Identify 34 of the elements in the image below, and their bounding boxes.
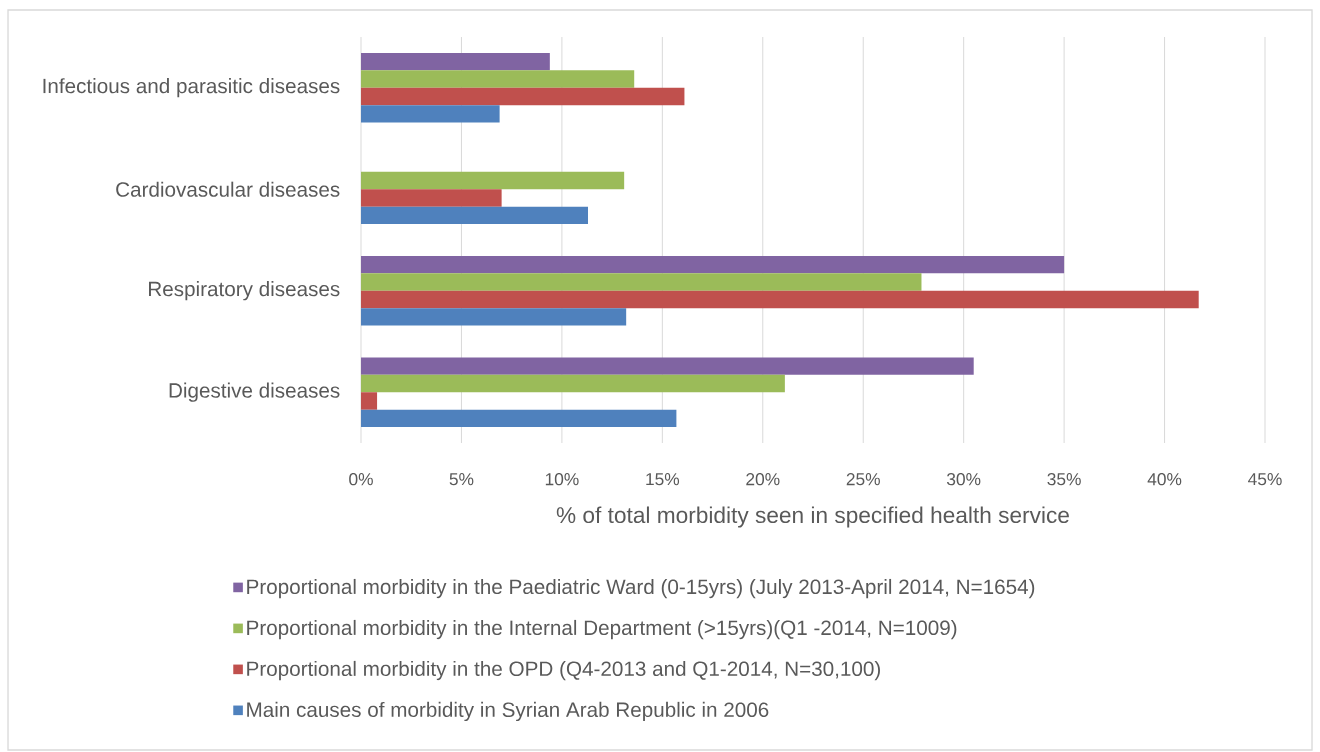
bar	[361, 308, 627, 326]
bar	[361, 392, 378, 410]
y-tick-label: Digestive diseases	[169, 382, 340, 402]
bar	[361, 290, 1199, 309]
x-tick-label: 40%	[1147, 473, 1182, 486]
bar	[361, 409, 677, 428]
legend-label: Proportional morbidity in the Paediatric Ward (0-15yrs) (July 2013-April 2014, N=1654)	[247, 578, 1035, 599]
x-tick-label: 45%	[1248, 473, 1282, 486]
y-tick-label: Respiratory diseases	[149, 281, 340, 301]
bar	[361, 357, 974, 375]
x-tick-label: 25%	[846, 473, 880, 486]
bar	[361, 255, 1065, 274]
legend-label: Proportional morbidity in the OPD (Q4-2013 and Q1-2014, N=30,100)	[247, 660, 880, 681]
y-tick-label: Infectious and parasitic diseases	[43, 78, 340, 98]
bar	[361, 105, 500, 123]
x-tick-label: 0%	[349, 473, 373, 486]
bar	[361, 171, 625, 190]
bar	[361, 374, 785, 393]
x-tick-label: 30%	[946, 473, 981, 486]
x-tick-label: 10%	[545, 473, 579, 486]
bar	[361, 206, 589, 225]
x-axis-title: % of total morbidity seen in specified health service	[556, 506, 1069, 528]
bar	[361, 189, 502, 207]
legend-label: Main causes of morbidity in Syrian Arab Republic in 2006	[247, 701, 769, 722]
x-tick-label: 15%	[646, 473, 680, 486]
legend-label: Proportional morbidity in the Internal Department (>15yrs)(Q1 -2014, N=1009)	[247, 619, 957, 640]
y-tick-label: Cardiovascular diseases	[116, 181, 340, 197]
bar	[361, 87, 685, 106]
x-tick-label: 5%	[449, 473, 474, 486]
x-tick-label: 20%	[746, 473, 780, 486]
x-tick-label: 35%	[1047, 473, 1081, 486]
bar	[361, 52, 550, 71]
bar	[361, 273, 922, 291]
bar	[361, 70, 635, 88]
